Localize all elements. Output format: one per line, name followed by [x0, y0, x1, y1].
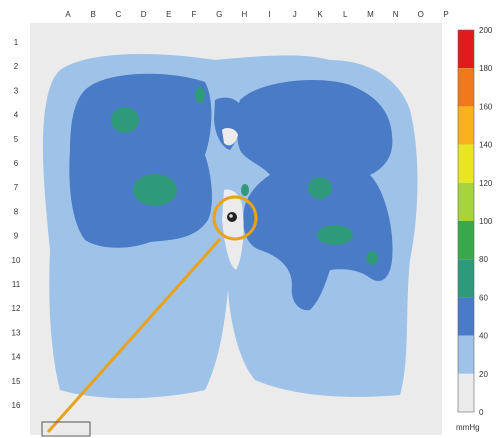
column-label-p: P [443, 10, 448, 19]
row-label-4: 4 [14, 111, 19, 120]
row-label-14: 14 [12, 353, 21, 362]
callout-box [41, 421, 91, 437]
row-label-2: 2 [14, 62, 19, 71]
colorbar-band-100-120 [458, 182, 474, 221]
column-label-j: J [293, 10, 297, 19]
region-60-80-4 [308, 177, 332, 199]
colorbar-tick-0: 0 [479, 408, 484, 417]
colorbar-tick-80: 80 [479, 255, 488, 264]
colorbar-tick-120: 120 [479, 179, 493, 188]
region-60-80-1 [111, 107, 139, 133]
row-label-1: 1 [14, 38, 19, 47]
colorbar-band-60-80 [458, 259, 474, 298]
row-label-12: 12 [12, 304, 21, 313]
sensor-marker-inner [229, 214, 233, 218]
column-label-n: N [393, 10, 399, 19]
colorbar-tick-180: 180 [479, 64, 493, 73]
row-label-5: 5 [14, 135, 19, 144]
region-60-80-7 [241, 184, 249, 196]
colorbar-tick-20: 20 [479, 370, 488, 379]
column-label-d: D [141, 10, 147, 19]
region-0-20-center [222, 127, 238, 146]
column-label-b: B [91, 10, 96, 19]
column-label-c: C [116, 10, 122, 19]
region-60-80-5 [317, 225, 353, 245]
colorbar-band-40-60 [458, 297, 474, 336]
row-label-15: 15 [12, 377, 21, 386]
colorbar-tick-160: 160 [479, 102, 493, 111]
colorbar-band-140-160 [458, 106, 474, 145]
column-label-a: A [65, 10, 71, 19]
column-label-k: K [317, 10, 323, 19]
colorbar-band-80-100 [458, 221, 474, 260]
region-60-80-2 [133, 174, 177, 206]
colorbar-band-120-140 [458, 144, 474, 183]
row-label-6: 6 [14, 159, 19, 168]
colorbar-frame [457, 29, 475, 413]
column-label-e: E [166, 10, 171, 19]
row-label-7: 7 [14, 183, 19, 192]
column-label-f: F [192, 10, 197, 19]
row-label-13: 13 [12, 328, 21, 337]
column-label-h: H [242, 10, 248, 19]
colorbar-band-0-20 [458, 373, 474, 412]
colorbar-tick-100: 100 [479, 217, 493, 226]
column-labels: A B C D E F G H I J K L M N O P [65, 10, 448, 19]
column-label-m: M [367, 10, 374, 19]
colorbar-tick-40: 40 [479, 332, 488, 341]
colorbar-tick-140: 140 [479, 141, 493, 150]
column-label-i: I [268, 10, 270, 19]
colorbar-band-160-180 [458, 68, 474, 107]
region-60-80-6 [366, 251, 378, 265]
pointer-line [46, 238, 222, 433]
column-label-l: L [343, 10, 348, 19]
column-label-o: O [418, 10, 424, 19]
row-label-8: 8 [14, 207, 19, 216]
row-label-9: 9 [14, 232, 19, 241]
colorbar-tick-200: 200 [479, 26, 493, 35]
row-label-3: 3 [14, 86, 19, 95]
region-40-60-left [69, 73, 212, 248]
highlight-circle [212, 195, 258, 241]
colorbar-tick-60: 60 [479, 293, 488, 302]
row-label-10: 10 [12, 256, 21, 265]
row-label-16: 16 [12, 401, 21, 410]
colorbar-unit-label: mmHg [456, 423, 480, 432]
region-60-80-3 [195, 87, 205, 103]
region-0-20-spine [222, 189, 244, 270]
colorbar-band-180-200 [458, 30, 474, 69]
column-label-g: G [216, 10, 222, 19]
colorbar-band-20-40 [458, 335, 474, 374]
row-label-11: 11 [12, 280, 21, 289]
